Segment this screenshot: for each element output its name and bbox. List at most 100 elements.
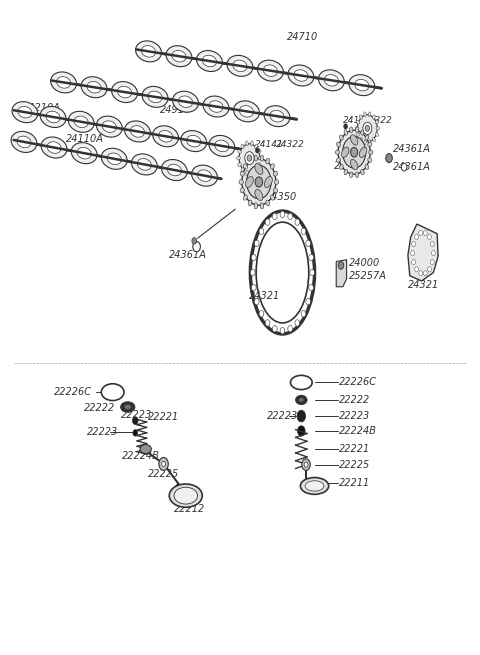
Ellipse shape (101, 384, 124, 401)
Ellipse shape (179, 96, 192, 107)
Ellipse shape (172, 50, 186, 62)
Circle shape (415, 267, 419, 272)
Circle shape (298, 426, 305, 436)
Ellipse shape (255, 168, 258, 172)
Circle shape (423, 231, 427, 236)
Ellipse shape (365, 125, 370, 131)
Ellipse shape (77, 147, 91, 159)
Ellipse shape (140, 445, 151, 454)
Text: 22226C: 22226C (339, 377, 377, 388)
Ellipse shape (247, 155, 252, 161)
Circle shape (265, 219, 270, 225)
Circle shape (432, 251, 435, 255)
Ellipse shape (107, 153, 121, 164)
Ellipse shape (137, 159, 151, 170)
Ellipse shape (319, 70, 344, 91)
Ellipse shape (360, 138, 362, 141)
Ellipse shape (339, 164, 343, 170)
Ellipse shape (174, 487, 198, 504)
Ellipse shape (240, 188, 244, 193)
Ellipse shape (239, 144, 260, 172)
Ellipse shape (290, 375, 312, 390)
Ellipse shape (294, 69, 308, 81)
Polygon shape (408, 224, 438, 281)
Ellipse shape (300, 477, 329, 495)
Circle shape (423, 271, 427, 276)
Circle shape (431, 242, 434, 247)
Ellipse shape (237, 157, 240, 160)
Text: 24321: 24321 (408, 280, 440, 290)
Ellipse shape (68, 111, 94, 132)
Ellipse shape (239, 179, 243, 184)
Ellipse shape (247, 165, 271, 198)
Text: 24110A: 24110A (65, 134, 103, 143)
Circle shape (386, 153, 392, 162)
Text: 24361A: 24361A (393, 162, 431, 172)
Ellipse shape (255, 177, 263, 187)
Text: 24322: 24322 (363, 116, 392, 125)
Ellipse shape (46, 111, 60, 122)
Text: 22226C: 22226C (54, 387, 92, 397)
Ellipse shape (305, 481, 324, 491)
Ellipse shape (363, 122, 372, 134)
Ellipse shape (355, 172, 359, 178)
Text: 22223: 22223 (87, 427, 118, 438)
Ellipse shape (369, 150, 373, 155)
Ellipse shape (372, 138, 375, 141)
Ellipse shape (124, 405, 131, 409)
Ellipse shape (209, 101, 223, 112)
Ellipse shape (338, 130, 370, 174)
Circle shape (251, 269, 255, 276)
Ellipse shape (238, 149, 241, 153)
Text: 24910: 24910 (160, 105, 191, 115)
Ellipse shape (166, 46, 192, 67)
Ellipse shape (248, 158, 252, 164)
Circle shape (431, 259, 434, 265)
Circle shape (301, 228, 306, 234)
Polygon shape (336, 259, 347, 287)
Ellipse shape (350, 135, 358, 145)
Circle shape (273, 326, 277, 332)
Text: 24141: 24141 (255, 140, 284, 149)
Circle shape (288, 326, 292, 332)
Circle shape (419, 271, 422, 276)
Ellipse shape (187, 136, 201, 147)
Circle shape (265, 320, 270, 326)
Circle shape (415, 234, 419, 240)
Circle shape (302, 458, 310, 470)
Ellipse shape (266, 158, 270, 164)
Text: 24350: 24350 (266, 192, 297, 202)
Ellipse shape (233, 60, 247, 71)
Ellipse shape (324, 75, 338, 86)
Text: 22221: 22221 (339, 444, 370, 454)
Ellipse shape (299, 398, 304, 402)
Ellipse shape (355, 126, 359, 130)
Ellipse shape (227, 56, 253, 77)
Ellipse shape (264, 105, 290, 126)
Ellipse shape (243, 164, 247, 169)
Circle shape (419, 231, 422, 236)
Ellipse shape (350, 159, 358, 170)
Ellipse shape (173, 91, 198, 112)
Ellipse shape (112, 82, 137, 103)
Text: 24210A: 24210A (23, 103, 61, 113)
Circle shape (338, 261, 344, 269)
Ellipse shape (360, 147, 367, 157)
Ellipse shape (375, 121, 379, 124)
Ellipse shape (181, 130, 207, 151)
Ellipse shape (336, 142, 340, 147)
Ellipse shape (118, 86, 132, 98)
Ellipse shape (355, 127, 359, 132)
Ellipse shape (270, 111, 284, 122)
Circle shape (344, 124, 348, 129)
Ellipse shape (168, 164, 181, 176)
Circle shape (273, 213, 277, 219)
Circle shape (132, 417, 138, 424)
Ellipse shape (364, 140, 366, 145)
Text: 24361A: 24361A (393, 144, 431, 154)
Text: 24710: 24710 (287, 31, 318, 41)
Ellipse shape (365, 135, 369, 140)
Text: 24322: 24322 (276, 140, 305, 149)
Circle shape (192, 238, 197, 244)
Ellipse shape (158, 130, 173, 142)
